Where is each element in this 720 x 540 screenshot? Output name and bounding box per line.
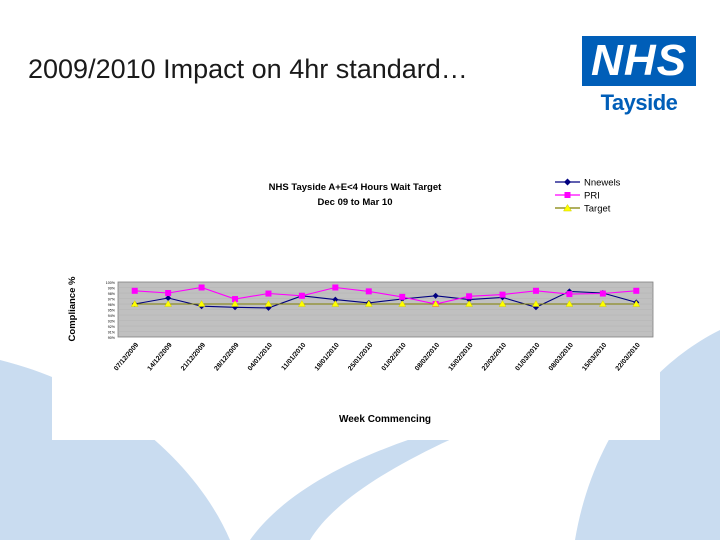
legend-item-target: Target (555, 204, 611, 215)
legend-marker-ninewells (564, 178, 571, 186)
data-point-target (164, 300, 173, 307)
data-point-pri (265, 290, 272, 297)
data-point-target (331, 300, 340, 307)
data-point-pri (532, 287, 539, 294)
data-point-pri (332, 284, 339, 291)
data-point-target (465, 300, 473, 307)
data-point-pri (165, 290, 172, 296)
slide-title: 2009/2010 Impact on 4hr standard… (28, 54, 468, 84)
data-point-pri (298, 292, 305, 299)
chart-subtitle: Dec 09 to Mar 10 (318, 197, 393, 208)
x-tick-label: 08/02/2010 (414, 342, 441, 373)
chart-title: NHS Tayside A+E<4 Hours Wait Target (269, 182, 442, 193)
legend-label-pri: PRI (584, 191, 600, 202)
y-tick-label: 90% (108, 336, 116, 340)
y-tick-label: 100% (106, 281, 116, 285)
x-tick-label: 08/03/2010 (548, 342, 575, 373)
x-tick-label: 25/01/2010 (347, 342, 374, 373)
data-point-ninewells (232, 304, 239, 311)
chart-panel: NHS Tayside A+E<4 Hours Wait Target Dec … (52, 164, 660, 440)
data-point-pri (466, 293, 473, 300)
data-point-target (632, 300, 641, 307)
x-tick-label: 04/01/2010 (247, 342, 274, 373)
x-tick-label: 01/02/2010 (381, 342, 408, 373)
data-point-pri (599, 290, 606, 297)
data-point-target (231, 300, 239, 307)
y-tick-label: 91% (108, 331, 116, 335)
y-tick-label: 97% (108, 298, 116, 302)
x-tick-label: 15/03/2010 (581, 342, 608, 373)
legend-label-ninewells: Nnewels (584, 178, 621, 189)
y-tick-label: 93% (108, 320, 116, 324)
legend-marker-target (563, 204, 572, 212)
data-point-pri (365, 288, 372, 295)
y-axis-label: Compliance % (67, 276, 78, 341)
data-point-target (598, 300, 607, 307)
data-point-ninewells (532, 304, 539, 311)
data-point-target (532, 300, 540, 307)
x-tick-label: 01/03/2010 (514, 342, 541, 373)
data-point-target (197, 300, 206, 307)
legend-marker-pri (564, 192, 571, 198)
x-tick-label: 11/01/2010 (280, 342, 307, 372)
data-point-pri (399, 293, 406, 300)
data-point-target (264, 300, 273, 307)
x-tick-labels: 07/12/2009 14/12/2009 21/12/2009 28/12/2009… (113, 342, 642, 373)
data-point-pri (499, 291, 506, 298)
series-markers (130, 284, 641, 311)
y-tick-label: 98% (108, 292, 116, 296)
data-point-target (364, 300, 373, 307)
y-tick-label: 95% (108, 309, 116, 313)
x-tick-label: 18/01/2010 (314, 342, 341, 373)
swoosh-mid (250, 410, 520, 540)
x-axis-label: Week Commencing (339, 414, 431, 425)
y-tick-label: 99% (108, 287, 116, 291)
legend-label-target: Target (584, 204, 611, 215)
y-tick-labels: 100% 99%98% 97%96% 95%94% 93%92% 91%90% (106, 281, 116, 340)
data-point-pri (198, 284, 205, 291)
data-point-ninewells (432, 292, 439, 299)
nhs-logo-mark: NHS (582, 36, 696, 86)
nhs-logo-subtitle: Tayside (600, 90, 678, 115)
x-tick-label: 14/12/2009 (146, 342, 173, 373)
data-point-pri (566, 291, 573, 298)
data-point-pri (232, 296, 239, 303)
data-point-target (130, 300, 139, 307)
y-tick-label: 96% (108, 303, 116, 307)
nhs-tayside-logo: NHS Tayside (582, 36, 696, 122)
x-tick-label: 07/12/2009 (113, 342, 140, 373)
x-tick-label: 22/02/2010 (481, 342, 508, 373)
series-line (134, 290, 637, 309)
data-point-ninewells (165, 294, 172, 301)
data-point-target (565, 300, 574, 307)
series-lines (134, 286, 637, 309)
data-point-pri (131, 287, 138, 294)
y-gridlines (118, 287, 653, 332)
x-tick-label: 22/03/2010 (615, 342, 642, 373)
series-line (134, 286, 637, 305)
data-point-target (498, 300, 507, 307)
data-point-pri (633, 287, 640, 294)
y-tick-label: 94% (108, 314, 116, 318)
legend-item-ninewells: Nnewels (555, 178, 621, 189)
data-point-target (398, 300, 407, 307)
x-tick-label: 15/02/2010 (447, 342, 474, 373)
compliance-line-chart: NHS Tayside A+E<4 Hours Wait Target Dec … (67, 178, 654, 425)
data-point-ninewells (332, 296, 339, 303)
x-tick-label: 28/12/2009 (213, 342, 240, 373)
legend-item-pri: PRI (555, 191, 600, 202)
x-tick-label: 21/12/2009 (180, 342, 207, 373)
y-tick-label: 92% (108, 325, 116, 329)
chart-legend: Nnewels PRI Target (555, 178, 621, 215)
data-point-target (431, 300, 440, 307)
data-point-target (298, 300, 306, 307)
